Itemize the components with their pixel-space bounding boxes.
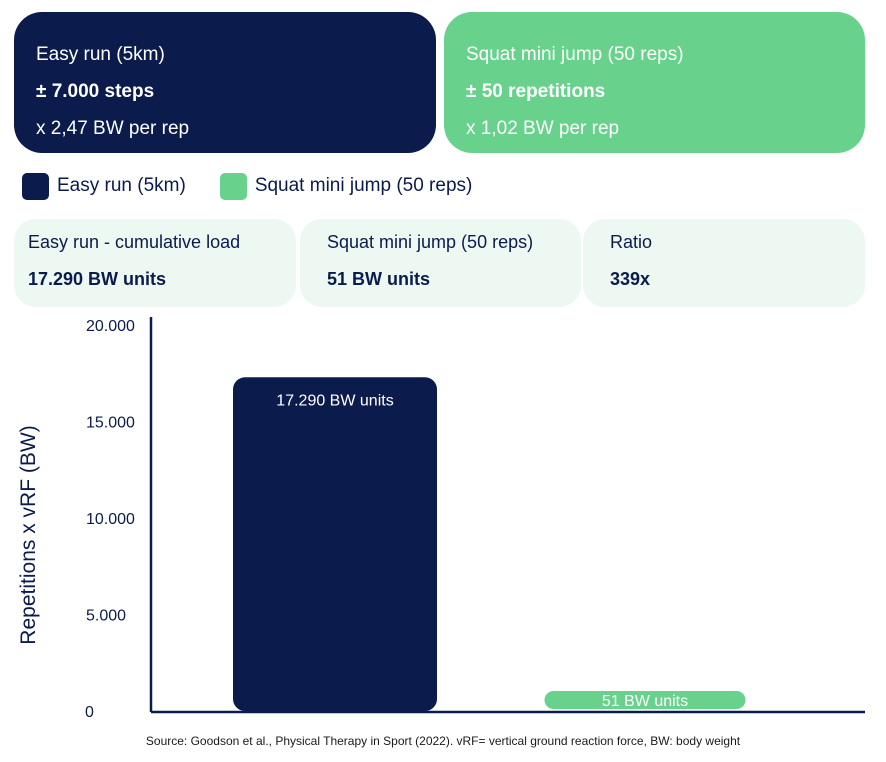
legend-item-easy-run: Easy run (5km) [22, 172, 186, 200]
squat-card-reps: ± 50 repetitions [466, 81, 606, 102]
squat-card-load: x 1,02 BW per rep [466, 118, 620, 139]
legend-label-easy-run: Easy run (5km) [57, 175, 186, 196]
data-label-easy-run: 17.290 BW units [276, 392, 393, 409]
squat-summary-card: Squat mini jump (50 reps) ± 50 repetitio… [444, 12, 865, 153]
y-tick-label: 10.000 [86, 511, 135, 528]
stat-label-ratio: Ratio [610, 232, 653, 252]
bar-easy-run [233, 377, 437, 711]
stat-value-squat: 51 BW units [327, 269, 431, 289]
y-tick-label: 15.000 [86, 415, 135, 432]
legend-item-squat: Squat mini jump (50 reps) [219, 172, 473, 200]
stat-card-ratio: Ratio 339x [583, 219, 865, 307]
stat-card-squat: Squat mini jump (50 reps) 51 BW units [300, 219, 581, 307]
stat-value-ratio: 339x [610, 269, 651, 289]
stat-card-easy-run: Easy run - cumulative load 17.290 BW uni… [14, 219, 296, 307]
easy-run-card-steps: ± 7.000 steps [36, 81, 155, 102]
stat-label-squat: Squat mini jump (50 reps) [327, 232, 534, 252]
chart-legend: Easy run (5km) Squat mini jump (50 reps) [22, 172, 506, 200]
y-axis-label: Repetitions x vRF (BW) [17, 425, 40, 644]
y-tick-label: 0 [85, 704, 94, 721]
source-note: Source: Goodson et al., Physical Therapy… [145, 734, 741, 748]
legend-swatch-easy-run [22, 172, 49, 200]
legend-label-squat: Squat mini jump (50 reps) [254, 175, 473, 196]
easy-run-card-title: Easy run (5km) [36, 44, 165, 65]
data-label-squat: 51 BW units [602, 693, 688, 710]
y-tick-label: 5.000 [86, 608, 126, 625]
legend-swatch-squat [219, 172, 247, 200]
easy-run-card-load: x 2,47 BW per rep [36, 118, 190, 139]
y-tick-label: 20.000 [86, 318, 135, 335]
stat-value-easy-run: 17.290 BW units [28, 269, 167, 289]
stat-label-easy-run: Easy run - cumulative load [28, 232, 241, 252]
squat-card-title: Squat mini jump (50 reps) [466, 44, 684, 65]
easy-run-summary-card: Easy run (5km) ± 7.000 steps x 2,47 BW p… [14, 12, 436, 153]
bar-squat [544, 691, 746, 709]
